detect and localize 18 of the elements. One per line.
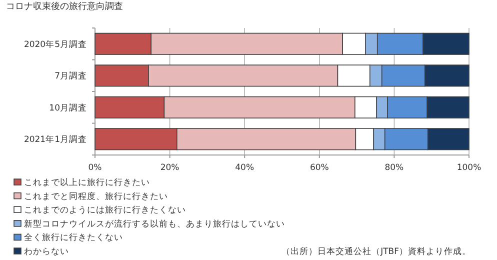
legend-label: 全く旅行に行きたくない [24, 232, 123, 244]
x-tick-label: 100% [456, 163, 482, 173]
chart-title: コロナ収束後の旅行意向調査 [6, 1, 123, 12]
legend-label: これまでのようには旅行に行きたくない [24, 204, 186, 216]
text: （出所）日本交通公社（JTBF）資料より作成。 [282, 246, 471, 257]
legend-label: これまでと同程度、旅行に行きたい [24, 190, 168, 202]
x-tick-label: 20% [160, 163, 180, 173]
legend-label: 新型コロナウイルスが流行する以前も、あまり旅行はしていない [24, 218, 285, 230]
x-tick-label: 40% [235, 163, 254, 173]
legend-label: わからない [24, 247, 69, 257]
x-tick-label: 80% [384, 163, 404, 173]
x-tick-label: 60% [310, 163, 329, 173]
y-tick-label: 7月調査 [54, 70, 87, 82]
legend-label: これまで以上に旅行に行きたい [24, 177, 150, 188]
y-tick-label: 2020年5月調査 [24, 38, 87, 50]
y-tick-label: 10月調査 [49, 102, 87, 114]
y-tick-label: 2021年1月調査 [24, 134, 87, 146]
x-tick-label: 0% [88, 163, 102, 173]
